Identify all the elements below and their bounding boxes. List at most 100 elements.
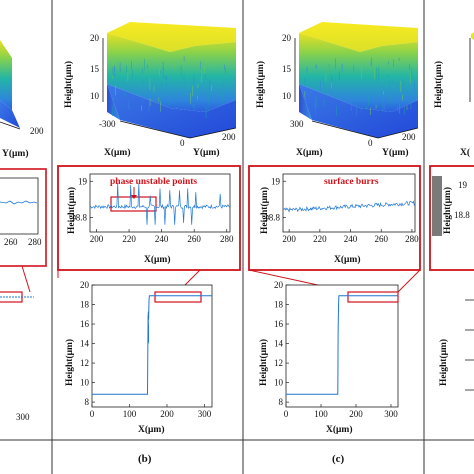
c-profile-plot: 0 100 200 300 20 18 16 14 12 10 8 Height(μm) X(μm) [258,280,399,435]
c-profile-ytick-12: 12 [274,358,283,368]
d-zoom-ylabel: Height(μm) [442,187,453,234]
b-zoom-ylabel: Height(μm) [66,187,77,234]
a-profile-xtick-300: 300 [16,412,30,422]
b-zoom-ytick-19: 19 [78,176,88,186]
c-profile-xtick-200: 200 [349,409,363,419]
c-profile-xtick-300: 300 [384,409,398,419]
b-profile-ytick-16: 16 [80,319,90,329]
c-profile-ytick-14: 14 [274,339,284,349]
d-surface-plot: Height(μm) X( [433,32,474,158]
b-profile-xlabel: X(μm) [138,424,165,435]
d-zoom-gray-box [432,176,442,236]
c-zoom-xtick-200: 200 [282,234,296,244]
d-profile-plot: Height(μm) [438,299,474,391]
c-zoom-axes [282,173,416,233]
caption-c: (c) [332,453,345,465]
c-profile-ytick-10: 10 [274,378,284,388]
a-surface-plot: 200 Y(μm) [0,40,44,159]
d-surface-zlabel: Height(μm) [433,61,444,108]
c-profile-tick-group: 0 100 200 300 20 18 16 14 12 10 8 [274,280,398,419]
a-zoom-xtick-260: 260 [4,237,18,247]
b-profile-trace-group [92,295,212,395]
c-profile-axes [285,284,399,408]
b-profile-ytick-18: 18 [80,300,90,310]
c-surface-floor [299,84,418,138]
c-profile-ytick-20: 20 [274,280,284,290]
b-surface-xtick--300: -300 [99,119,116,129]
c-zoom-annotation: surface burrs [324,177,379,187]
c-surface-xlabel: X(μm) [296,147,323,158]
c-zoom-connector-right [397,269,421,293]
c-surface-zlabel: Height(μm) [255,61,266,108]
b-zoom-xtick-200: 200 [90,234,104,244]
d-zoom-red-frame [429,165,474,271]
b-profile-tick-group: 0 100 200 300 20 18 16 14 12 10 8 [80,280,212,419]
b-profile-xtick-0: 0 [90,409,95,419]
c-surface-ztick-20: 20 [282,33,292,43]
b-surface-xlabel: X(μm) [104,147,131,158]
c-surface-xtick-300: 300 [290,119,304,129]
b-zoom-trace-line [89,183,231,225]
b-zoom-xtick-260: 260 [187,234,201,244]
c-profile-trace-line [286,295,398,395]
d-zoom-ytick-18.8: 18.8 [454,210,470,220]
c-surface-top [299,22,418,52]
c-surface-ztick-15: 15 [282,64,292,74]
b-zoom-red-frame [57,165,241,271]
b-zoom-plot: phase unstable points 200 220 240 260 280 19 1… [57,165,241,293]
c-zoom-ylabel: Height(μm) [259,187,270,234]
b-profile-axes [91,284,213,408]
panel-d-partial: Height(μm) X( Height(μm) 19 18.8 Height(… [429,32,474,391]
c-zoom-red-frame [248,165,421,271]
d-zoom-plot: Height(μm) 19 18.8 [429,165,474,271]
b-surface-plot: Height(μm) 20 15 10 -300 0 200 X(μm) Y(μ… [63,22,237,158]
b-profile-ytick-10: 10 [80,378,90,388]
panel-a-partial: 200 Y(μm) 260 280 300 [0,40,47,422]
d-profile-ylabel: Height(μm) [438,339,449,386]
c-profile-xlabel: X(μm) [326,424,353,435]
c-zoom-trace-line [282,200,416,213]
b-zoom-tick-group: 200 220 240 260 280 19 18.8 [71,176,234,244]
b-surface-xaxis [119,120,191,139]
a-zoom-axes [0,177,39,235]
c-surface-ytick-200: 200 [402,132,416,142]
c-zoom-xlabel: X(μm) [334,254,361,265]
b-surface-xtick-0: 0 [180,138,185,148]
c-profile-ytick-8: 8 [279,397,284,407]
c-surface-sidefill [299,84,312,120]
b-surface-noise-streaks [111,56,226,119]
b-zoom-xlabel: X(μm) [144,254,171,265]
b-profile-ytick-20: 20 [80,280,90,290]
b-surface-ztick-10: 10 [90,91,100,101]
c-profile-xtick-100: 100 [314,409,328,419]
c-surface-xtick-0: 0 [368,138,373,148]
b-surface-wall [107,33,236,112]
a-surface-axis [0,121,21,130]
c-zoom-xtick-280: 280 [405,234,419,244]
b-profile-ytick-8: 8 [85,397,90,407]
c-profile-trace-group [286,295,398,395]
b-surface-top [107,22,236,52]
b-surface-floor [107,84,236,138]
b-profile-xtick-100: 100 [123,409,137,419]
caption-b: (b) [138,453,152,465]
b-zoom-annotation: phase unstable points [110,177,197,187]
c-zoom-xtick-260: 260 [374,234,388,244]
b-profile-plot: 0 100 200 300 20 18 16 14 12 10 8 Height(μm) X(μm) [64,280,213,435]
c-surface-noise-streaks [304,56,416,116]
c-zoom-ytick-18.8: 18.8 [264,213,280,223]
c-profile-ylabel: Height(μm) [258,339,269,386]
b-zoom-xtick-220: 220 [122,234,136,244]
c-zoom-ytick-19: 19 [271,176,281,186]
c-surface-ylabel: Y(μm) [382,147,409,158]
d-surface-top-sliver [471,32,474,40]
b-surface-ztick-20: 20 [90,33,100,43]
panel-b: Height(μm) 20 15 10 -300 0 200 X(μm) Y(μ… [57,22,241,465]
c-surface-ztick-10: 10 [282,91,292,101]
b-surface-yaxis [189,127,237,139]
b-profile-ytick-12: 12 [80,358,89,368]
c-surface-wall [299,33,418,112]
c-surface-plot: Height(μm) 20 15 10 300 0 200 X(μm) Y(μm… [255,22,419,158]
a-zoom-connector [21,265,31,293]
